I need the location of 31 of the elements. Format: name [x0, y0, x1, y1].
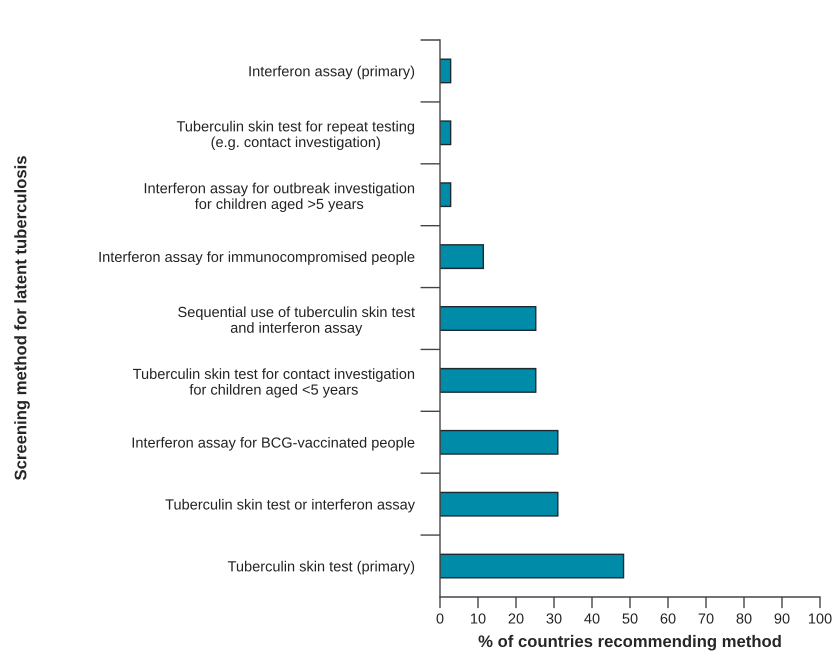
y-tick-label: Sequential use of tuberculin skin test and interferon assay: [178, 306, 415, 336]
y-tick-label: Tuberculin skin test for contact investigation for children aged <5 years: [133, 368, 414, 398]
y-tick-label: Tuberculin skin test or interferon assay: [165, 498, 415, 512]
x-tick-label: 60: [660, 613, 676, 624]
bar: [440, 368, 536, 393]
bar: [440, 430, 558, 455]
bar: [440, 120, 452, 146]
y-tick-label: Interferon assay (primary): [249, 66, 414, 80]
x-tick-label: 10: [471, 613, 486, 624]
x-tick-label: 70: [698, 613, 714, 624]
x-tick-label: 40: [584, 613, 600, 624]
y-tick-label: Tuberculin skin test (primary): [228, 560, 414, 574]
y-tick-label: Interferon assay for BCG-vaccinated people: [132, 436, 414, 451]
x-tick-label: 90: [774, 613, 790, 624]
bar: [440, 492, 558, 517]
y-tick-label: Interferon assay for outbreak investigation for children aged >5 years: [144, 182, 414, 212]
x-tick-label: 80: [736, 613, 752, 624]
bar: [440, 306, 536, 331]
x-tick-label: 50: [622, 613, 638, 624]
x-tick-label: 100: [808, 613, 832, 624]
x-tick-label: 20: [508, 613, 524, 624]
x-axis-title: % of countries recommending method: [478, 634, 781, 651]
bar: [440, 554, 624, 579]
y-tick-label: Interferon assay for immunocompromised people: [99, 251, 414, 265]
x-tick-label: 0: [436, 613, 444, 624]
x-tick-label: 30: [546, 613, 562, 624]
bar: [440, 244, 484, 270]
y-axis-title: Screening method for latent tuberculosis: [14, 156, 30, 480]
y-tick-label: Tuberculin skin test for repeat testing (e.g. contact investigation): [176, 120, 414, 150]
bar: [440, 58, 452, 84]
bar: [440, 182, 452, 208]
